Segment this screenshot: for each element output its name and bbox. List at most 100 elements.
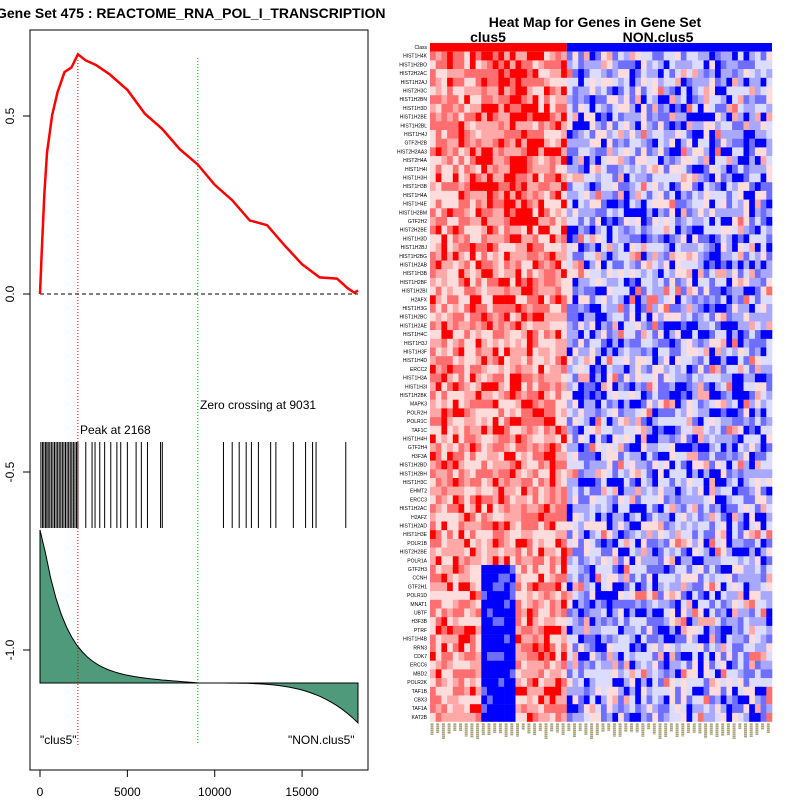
heatmap-cell xyxy=(447,304,454,313)
heatmap-cell xyxy=(743,512,750,522)
heatmap-cell xyxy=(749,269,756,279)
heatmap-cell xyxy=(458,547,465,557)
heatmap-cell xyxy=(726,373,733,383)
heatmap-cell xyxy=(572,451,579,461)
heatmap-cell xyxy=(561,147,568,157)
heatmap-cell xyxy=(572,356,579,366)
heatmap-cell xyxy=(618,678,625,687)
heatmap-cell xyxy=(441,460,448,470)
heatmap-cell xyxy=(532,130,539,139)
heatmap-cell xyxy=(663,582,670,592)
heatmap-cell xyxy=(447,208,454,218)
heatmap-cell xyxy=(646,130,653,139)
heatmap-cell xyxy=(515,573,522,583)
heatmap-cell xyxy=(538,512,545,522)
heatmap-cell xyxy=(629,338,636,348)
heatmap-cell xyxy=(526,321,533,331)
heatmap-cell xyxy=(680,121,687,131)
heatmap-cell xyxy=(481,304,488,313)
y-tick-label: 0.0 xyxy=(3,285,17,302)
heatmap-cell xyxy=(561,565,568,574)
heatmap-cell xyxy=(464,164,471,174)
heatmap-cell xyxy=(487,95,493,105)
heatmap-cell xyxy=(732,495,739,505)
heatmap-cell xyxy=(658,460,664,470)
heatmap-cell xyxy=(703,321,710,331)
heatmap-cell xyxy=(680,712,687,722)
heatmap-cell xyxy=(618,599,625,609)
heatmap-cell xyxy=(538,547,545,557)
heatmap-cell xyxy=(572,504,579,513)
heatmap-cell xyxy=(646,417,653,426)
heatmap-cell xyxy=(743,173,750,183)
heatmap-cell xyxy=(538,399,545,409)
heatmap-cell xyxy=(515,156,522,165)
heatmap-cell xyxy=(555,217,562,226)
heatmap-cell xyxy=(469,712,476,722)
heatmap-cell xyxy=(452,391,459,400)
heatmap-cell xyxy=(623,182,630,192)
heatmap-cell xyxy=(464,608,471,618)
heatmap-cell xyxy=(481,234,488,244)
heatmap-cell xyxy=(430,103,436,113)
heatmap-cell xyxy=(595,347,602,357)
heatmap-cell xyxy=(487,60,493,70)
heatmap-cell xyxy=(435,225,442,235)
heatmap-cell xyxy=(732,304,739,313)
heatmap-cell xyxy=(663,112,670,122)
heatmap-cell xyxy=(692,138,699,148)
heatmap-cell xyxy=(760,478,767,487)
heatmap-cell xyxy=(544,504,550,513)
heatmap-cell xyxy=(629,156,636,165)
heatmap-cell xyxy=(566,599,573,609)
heatmap-cell xyxy=(481,591,488,600)
heatmap-cell xyxy=(572,625,579,635)
heatmap-cell xyxy=(583,591,590,600)
heatmap-cell xyxy=(487,208,493,218)
heatmap-cell xyxy=(447,51,454,61)
heatmap-cell xyxy=(469,625,476,635)
heatmap-cell xyxy=(435,538,442,548)
heatmap-cell xyxy=(640,173,647,183)
heatmap-cell xyxy=(732,364,739,374)
heatmap-cell xyxy=(492,478,499,487)
heatmap-cell xyxy=(549,356,556,366)
heatmap-cell xyxy=(430,556,436,566)
heatmap-cell xyxy=(669,634,676,644)
heatmap-cell xyxy=(680,704,687,714)
heatmap-cell xyxy=(515,286,522,296)
heatmap-cell xyxy=(737,660,744,670)
heatmap-cell xyxy=(720,417,727,426)
heatmap-cell xyxy=(555,556,562,566)
heatmap-cell xyxy=(749,373,756,383)
heatmap-cell xyxy=(583,460,590,470)
heatmap-cell xyxy=(652,425,659,435)
heatmap-cell xyxy=(475,608,482,618)
heatmap-cell xyxy=(561,434,568,444)
heatmap-cell xyxy=(521,225,528,235)
heatmap-cell xyxy=(675,251,682,261)
gene-label: HIST1H4C xyxy=(403,332,428,338)
heatmap-cell xyxy=(509,338,516,348)
heatmap-cell xyxy=(737,478,744,487)
heatmap-cell xyxy=(749,60,756,70)
heatmap-cell xyxy=(646,460,653,470)
heatmap-cell xyxy=(726,634,733,644)
heatmap-cell xyxy=(458,295,465,305)
heatmap-cell xyxy=(652,686,659,696)
heatmap-cell xyxy=(737,391,744,400)
heatmap-cell xyxy=(658,130,664,139)
heatmap-cell xyxy=(595,260,602,270)
heatmap-cell xyxy=(680,643,687,653)
heatmap-cell xyxy=(538,243,545,252)
heatmap-cell xyxy=(612,260,619,270)
heatmap-cell xyxy=(601,373,607,383)
heatmap-cell xyxy=(732,512,739,522)
heatmap-cell xyxy=(572,399,579,409)
heatmap-cell xyxy=(521,538,528,548)
heatmap-cell xyxy=(509,417,516,426)
heatmap-cell xyxy=(612,599,619,609)
heatmap-cell xyxy=(743,338,750,348)
heatmap-cell xyxy=(635,147,642,157)
heatmap-cell xyxy=(640,565,647,574)
